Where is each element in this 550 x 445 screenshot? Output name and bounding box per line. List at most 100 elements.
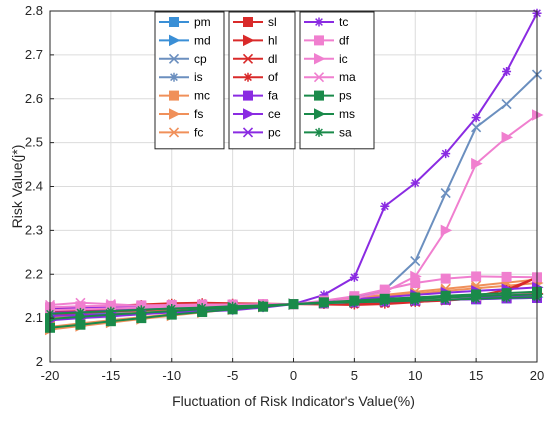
data-point-sa — [410, 296, 420, 306]
legend-marker — [243, 17, 253, 27]
legend-marker — [168, 127, 180, 138]
data-point-sa — [319, 298, 329, 308]
data-point-sa — [502, 293, 512, 303]
y-tick-label: 2.1 — [25, 310, 43, 325]
legend-label: ms — [339, 107, 355, 121]
data-point-tc — [441, 149, 451, 159]
legend-label: sa — [339, 125, 352, 139]
legend-box — [299, 11, 375, 150]
legend-entry-ps: ps — [304, 89, 352, 103]
legend-label: dl — [268, 52, 277, 66]
x-tick-label: -15 — [101, 368, 120, 383]
data-point-tc — [349, 272, 359, 282]
series-sa — [45, 292, 542, 319]
x-tick-label: 15 — [469, 368, 483, 383]
legend: pm md cp is mc fs fc sl hl dl of fa ce pc tc df ic ma ps ms… — [154, 11, 375, 150]
legend-box — [228, 11, 296, 150]
data-point-sa — [136, 305, 146, 315]
legend-marker — [314, 127, 324, 137]
data-point-tc — [502, 67, 512, 77]
x-tick-label: 5 — [351, 368, 358, 383]
data-point-tc — [380, 201, 390, 211]
legend-label: ce — [268, 107, 281, 121]
x-tick-label: -10 — [162, 368, 181, 383]
legend-box — [154, 11, 225, 150]
legend-entry-ms: ms — [304, 107, 355, 121]
data-point-tc — [410, 178, 420, 188]
y-tick-label: 2.7 — [25, 47, 43, 62]
data-point-sa — [106, 306, 116, 316]
legend-marker — [168, 53, 180, 64]
legend-label: fa — [268, 89, 278, 103]
legend-label: ps — [339, 89, 352, 103]
data-point-sa — [167, 303, 177, 313]
data-point-sa — [349, 297, 359, 307]
legend-marker — [314, 90, 324, 101]
data-point-ic — [410, 270, 422, 283]
legend-entry-fs: fs — [159, 107, 203, 121]
legend-entry-fa: fa — [233, 89, 278, 103]
y-tick-label: 2.6 — [25, 91, 43, 106]
series-layer — [44, 8, 544, 336]
data-point-sa — [228, 301, 238, 311]
legend-entry-cp: cp — [159, 52, 207, 66]
data-point-ps — [75, 319, 86, 330]
legend-marker — [313, 72, 325, 83]
legend-label: hl — [268, 33, 277, 47]
legend-label: is — [194, 70, 203, 84]
data-point-df — [471, 271, 482, 282]
legend-entry-md: md — [159, 33, 211, 47]
legend-entry-hl: hl — [233, 33, 277, 47]
legend-entry-ic: ic — [304, 52, 348, 66]
data-point-sa — [258, 300, 268, 310]
legend-entry-df: df — [304, 33, 350, 47]
legend-marker — [243, 34, 255, 47]
data-point-cp — [501, 98, 512, 110]
legend-marker — [243, 90, 253, 101]
data-point-sa — [441, 295, 451, 305]
legend-marker — [314, 17, 324, 27]
legend-marker — [169, 108, 181, 120]
legend-label: ic — [339, 52, 348, 66]
data-point-tc — [471, 113, 481, 123]
legend-marker — [314, 35, 324, 46]
legend-marker — [243, 72, 253, 82]
x-axis-label: Fluctuation of Risk Indicator's Value(%) — [172, 393, 415, 409]
legend-label: pc — [268, 125, 281, 139]
legend-marker — [314, 108, 326, 120]
y-tick-label: 2.4 — [25, 179, 43, 194]
legend-entry-tc: tc — [304, 15, 348, 29]
data-point-sa — [289, 299, 298, 309]
y-tick-label: 2 — [36, 354, 43, 369]
legend-label: fc — [194, 125, 203, 139]
legend-label: df — [339, 33, 350, 47]
legend-marker — [169, 90, 179, 101]
legend-label: of — [268, 70, 279, 84]
data-point-ma — [75, 297, 86, 308]
legend-entry-dl: dl — [233, 52, 277, 66]
legend-entry-pm: pm — [159, 15, 211, 29]
legend-entry-is: is — [159, 70, 203, 84]
legend-marker — [242, 127, 254, 138]
legend-label: pm — [194, 15, 211, 29]
y-axis-label: Risk Value(j*) — [9, 145, 25, 229]
data-point-sa — [471, 294, 481, 304]
legend-label: md — [194, 33, 211, 47]
y-tick-label: 2.8 — [25, 3, 43, 18]
legend-entry-ce: ce — [233, 107, 281, 121]
x-tick-label: -5 — [227, 368, 239, 383]
legend-label: fs — [194, 107, 203, 121]
data-point-ma — [105, 299, 116, 310]
legend-entry-mc: mc — [159, 89, 210, 103]
y-tick-label: 2.2 — [25, 266, 43, 281]
y-tick-label: 2.3 — [25, 222, 43, 237]
data-point-df — [440, 273, 451, 284]
ticks: -20 -15 -10 -5 0 5 10 15 20 2 2.1 2.2 2.3 2.4 2.5 2.6 2.… — [25, 3, 544, 383]
data-point-cp — [471, 122, 482, 133]
legend-entry-sa: sa — [304, 125, 352, 139]
legend-label: tc — [339, 15, 348, 29]
legend-marker — [169, 72, 179, 82]
legend-marker — [169, 34, 181, 47]
data-point-cp — [410, 256, 421, 267]
